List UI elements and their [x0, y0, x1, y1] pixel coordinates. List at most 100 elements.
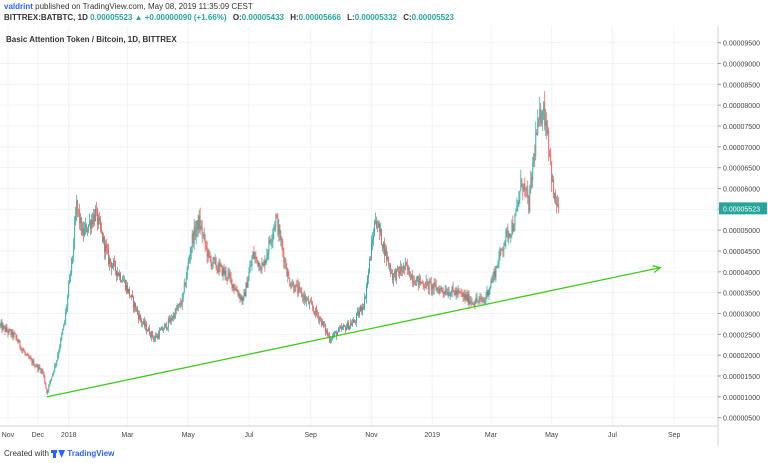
candle-body: [547, 130, 549, 134]
high-label: H:: [290, 13, 299, 22]
candle-body: [374, 222, 375, 236]
publisher-name[interactable]: valdrint: [4, 2, 33, 11]
candle-body: [468, 293, 470, 305]
candle-body: [430, 282, 432, 291]
candle-body: [400, 267, 402, 272]
candle-body: [432, 284, 434, 289]
trendline-segment[interactable]: [46, 267, 661, 398]
candle-body: [11, 330, 13, 336]
y-axis[interactable]: 0.00000500 0.00001000 0.00001500 0.00002000…: [718, 41, 760, 423]
candle-body: [293, 282, 295, 291]
candle-body: [158, 330, 160, 338]
candle-body: [485, 296, 487, 300]
candle-body: [201, 226, 203, 236]
candle-body: [104, 236, 105, 253]
candle-body: [99, 217, 100, 221]
candle-body: [362, 307, 363, 311]
candle-body: [160, 327, 162, 330]
candle-body: [424, 287, 426, 289]
candle-body: [93, 214, 95, 225]
candle-body: [474, 303, 476, 306]
candle-body: [475, 297, 477, 304]
price-change: ▲ +0.00000090 (+1.66%): [134, 13, 227, 22]
y-tick-label: 0.00003000: [723, 312, 760, 319]
plot-area[interactable]: [0, 26, 718, 426]
candle-body: [119, 273, 120, 277]
candle-body: [230, 276, 232, 279]
candle-body: [96, 209, 97, 210]
candle-body: [341, 326, 342, 330]
candle-body: [147, 328, 149, 332]
candle-body: [193, 226, 195, 244]
candle-body: [368, 270, 369, 278]
candle-body: [249, 266, 251, 273]
candle-body: [72, 256, 74, 258]
candle-body: [137, 308, 138, 313]
candle-body: [202, 234, 204, 236]
candle-body: [542, 111, 544, 121]
candle-body: [198, 215, 200, 231]
candle-body: [148, 328, 150, 335]
candle-body: [270, 242, 272, 243]
candle-body: [89, 221, 91, 225]
candle-body: [454, 292, 456, 296]
price-chart[interactable]: 0.00000500 0.00001000 0.00001500 0.00002000…: [0, 26, 768, 446]
candle-body: [357, 311, 358, 314]
candle-body: [389, 264, 391, 274]
candle-body: [264, 260, 266, 265]
candle-body: [552, 179, 554, 183]
candle-body: [529, 189, 531, 212]
candle-body: [185, 277, 187, 287]
candle-body: [2, 325, 4, 331]
candle-body: [539, 108, 541, 120]
candle-body: [348, 322, 349, 330]
candle-body: [173, 314, 175, 319]
candle-body: [117, 272, 118, 276]
candle-body: [54, 364, 56, 372]
candle-body: [268, 239, 270, 253]
candle-body: [531, 177, 533, 181]
candle-body: [252, 252, 254, 259]
candle-body: [355, 322, 356, 323]
candle-body: [62, 329, 64, 335]
candle-body: [530, 177, 532, 190]
ohlc-line: BITTREX:BATBTC, 1D 0.00005523 ▲ +0.00000…: [4, 13, 454, 22]
trendline[interactable]: [46, 265, 662, 398]
x-tick-label: May: [545, 432, 559, 439]
candle-body: [28, 355, 30, 359]
candle-body: [526, 189, 528, 191]
candle-body: [315, 308, 317, 315]
candle-body: [172, 314, 174, 319]
candle-body: [311, 301, 313, 305]
candle-body: [130, 296, 131, 298]
candle-body: [481, 297, 483, 301]
tradingview-brand[interactable]: TradingView: [67, 449, 115, 458]
high-value: 0.00005666: [298, 13, 341, 22]
candle-body: [510, 235, 512, 236]
candle-body: [534, 154, 536, 156]
candle-body: [238, 294, 240, 296]
candle-body: [284, 259, 286, 263]
candle-body: [537, 119, 539, 135]
candle-body: [382, 245, 383, 249]
candle-body: [266, 254, 268, 260]
candle-body: [299, 286, 301, 289]
candle-body: [219, 263, 221, 266]
candle-body: [225, 270, 227, 278]
candle-body: [124, 280, 125, 281]
candle-body: [133, 296, 134, 308]
candle-body: [323, 321, 325, 326]
candle-body: [21, 349, 23, 351]
candle-body: [263, 260, 265, 266]
candle-body: [433, 282, 435, 289]
candle-body: [406, 264, 408, 270]
candle-body: [81, 217, 83, 234]
candle-body: [306, 299, 308, 302]
candle-body: [298, 286, 300, 293]
y-tick-label: 0.00000500: [723, 416, 760, 423]
candle-body: [321, 318, 323, 326]
candle-body: [115, 261, 116, 271]
candle-body: [464, 293, 466, 300]
x-axis[interactable]: Nov Dec 2018 Mar May Jul Sep Nov 2019 Mar May Jul Se…: [2, 432, 681, 439]
candle-body: [477, 300, 479, 302]
